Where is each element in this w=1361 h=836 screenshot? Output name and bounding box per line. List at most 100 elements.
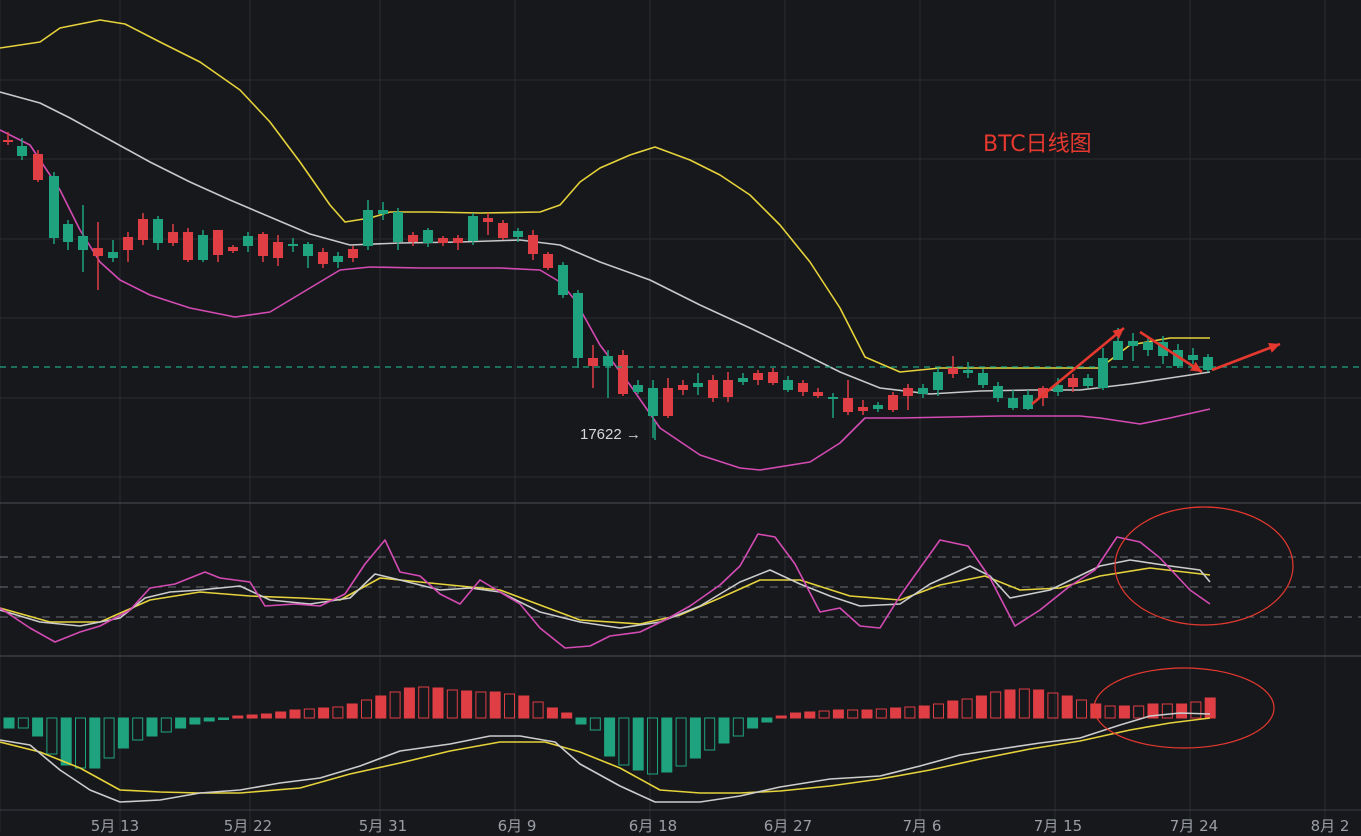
candle-body-1 — [17, 146, 27, 156]
macd-hist-bar-19 — [275, 711, 287, 719]
arrow-up-2-head — [1268, 342, 1280, 353]
candle-body-45 — [678, 385, 688, 390]
macd-hist-bar-3 — [46, 717, 58, 755]
macd-hist-bar-83 — [1190, 701, 1202, 719]
candle-body-42 — [633, 385, 643, 392]
candle-body-3 — [49, 176, 59, 238]
candle-body-54 — [813, 392, 823, 396]
macd-hist-bar-13 — [189, 717, 201, 725]
macd-hist-bar-69 — [990, 691, 1002, 719]
candle-body-48 — [723, 380, 733, 397]
candle-body-49 — [738, 378, 748, 382]
macd-hist-bar-11 — [160, 717, 172, 733]
candle-body-71 — [1068, 378, 1078, 387]
x-tick-label: 6月 18 — [628, 817, 678, 835]
macd-hist-bar-36 — [518, 695, 530, 719]
macd-hist-bar-46 — [661, 717, 673, 773]
candle-body-16 — [243, 236, 253, 246]
candle-body-72 — [1083, 378, 1093, 386]
macd-hist-bar-71 — [1018, 688, 1030, 719]
candle-body-30 — [453, 238, 463, 243]
arrow-up-1-shaft — [1031, 326, 1125, 406]
candle-body-26 — [393, 212, 403, 242]
candle-body-8 — [123, 237, 133, 250]
macd-hist-bar-74 — [1061, 695, 1073, 719]
macd-hist-bar-40 — [575, 717, 587, 725]
chart-title: BTC日线图 — [983, 132, 1092, 157]
macd-hist-bar-39 — [561, 712, 573, 719]
arrow-down-head — [1190, 361, 1202, 372]
candle-body-20 — [303, 244, 313, 256]
macd-hist-bar-53 — [761, 717, 773, 723]
candle-body-14 — [213, 230, 223, 255]
kdj-highlight-ellipse — [1114, 506, 1294, 626]
candle-body-70 — [1053, 385, 1063, 392]
candle-body-18 — [273, 242, 283, 258]
macd-hist-bar-34 — [489, 691, 501, 719]
x-tick-label: 7月 6 — [902, 817, 942, 835]
macd-hist-bar-25 — [361, 699, 372, 719]
macd-hist-bar-78 — [1118, 705, 1130, 719]
kdj-d-line — [0, 567, 1211, 625]
macd-hist-bar-43 — [618, 717, 630, 766]
candle-body-66 — [993, 386, 1003, 398]
candle-body-60 — [903, 388, 913, 396]
macd-hist-bar-7 — [103, 717, 115, 759]
candle-body-0 — [3, 140, 13, 142]
low-price-annotation: 17622 → — [580, 426, 641, 443]
macd-hist-bar-77 — [1104, 705, 1116, 719]
x-tick-label: 7月 15 — [1033, 817, 1083, 835]
candle-body-41 — [618, 355, 628, 394]
candle-body-10 — [153, 219, 163, 243]
candle-body-80 — [1203, 357, 1213, 370]
candle-body-47 — [708, 380, 718, 398]
x-tick-label: 6月 27 — [763, 817, 813, 835]
macd-hist-bar-48 — [689, 717, 701, 759]
macd-hist-bar-80 — [1147, 703, 1159, 719]
candle-body-56 — [843, 398, 853, 412]
macd-hist-bar-27 — [389, 691, 401, 719]
candle-body-13 — [198, 235, 208, 260]
macd-hist-bar-22 — [318, 707, 330, 719]
macd-hist-bar-45 — [647, 717, 658, 775]
candle-body-77 — [1158, 342, 1168, 356]
macd-hist-bar-68 — [975, 695, 987, 719]
macd-hist-bar-26 — [375, 695, 387, 719]
macd-hist-bar-64 — [918, 705, 930, 719]
candle-body-44 — [663, 388, 673, 416]
arrow-up-2-shaft — [1211, 342, 1281, 372]
candle-body-64 — [963, 370, 973, 373]
candle-body-74 — [1113, 341, 1123, 360]
macd-hist-bar-32 — [461, 690, 473, 719]
candle-body-23 — [348, 249, 358, 258]
x-tick-label: 5月 31 — [358, 817, 408, 835]
candle-body-7 — [108, 252, 118, 258]
candle-body-22 — [333, 256, 343, 262]
candle-body-40 — [603, 356, 613, 366]
macd-hist-bar-8 — [117, 717, 129, 749]
macd-hist-bar-4 — [60, 717, 72, 766]
x-tick-label: 6月 9 — [497, 817, 537, 835]
macd-hist-bar-16 — [232, 715, 244, 719]
macd-hist-bar-61 — [875, 708, 887, 719]
macd-hist-bar-2 — [32, 717, 44, 737]
macd-hist-bar-59 — [847, 709, 859, 719]
macd-hist-bar-51 — [732, 717, 744, 737]
kdj-j-line — [0, 533, 1211, 649]
macd-hist-bar-72 — [1033, 689, 1045, 719]
macd-hist-bar-38 — [546, 707, 558, 719]
candle-body-55 — [828, 397, 838, 399]
macd-hist-bar-21 — [303, 708, 315, 719]
macd-hist-bar-82 — [1176, 703, 1188, 719]
candle-body-21 — [318, 252, 328, 264]
macd-hist-bar-76 — [1090, 703, 1102, 719]
candle-body-79 — [1188, 355, 1198, 360]
macd-hist-bar-81 — [1161, 703, 1173, 719]
macd-hist-bar-5 — [75, 717, 86, 769]
candle-body-11 — [168, 232, 178, 243]
candle-body-39 — [588, 358, 598, 366]
macd-hist-bar-47 — [675, 717, 687, 767]
macd-hist-bar-23 — [332, 706, 344, 719]
candle-body-53 — [798, 383, 808, 392]
candle-body-75 — [1128, 341, 1138, 346]
